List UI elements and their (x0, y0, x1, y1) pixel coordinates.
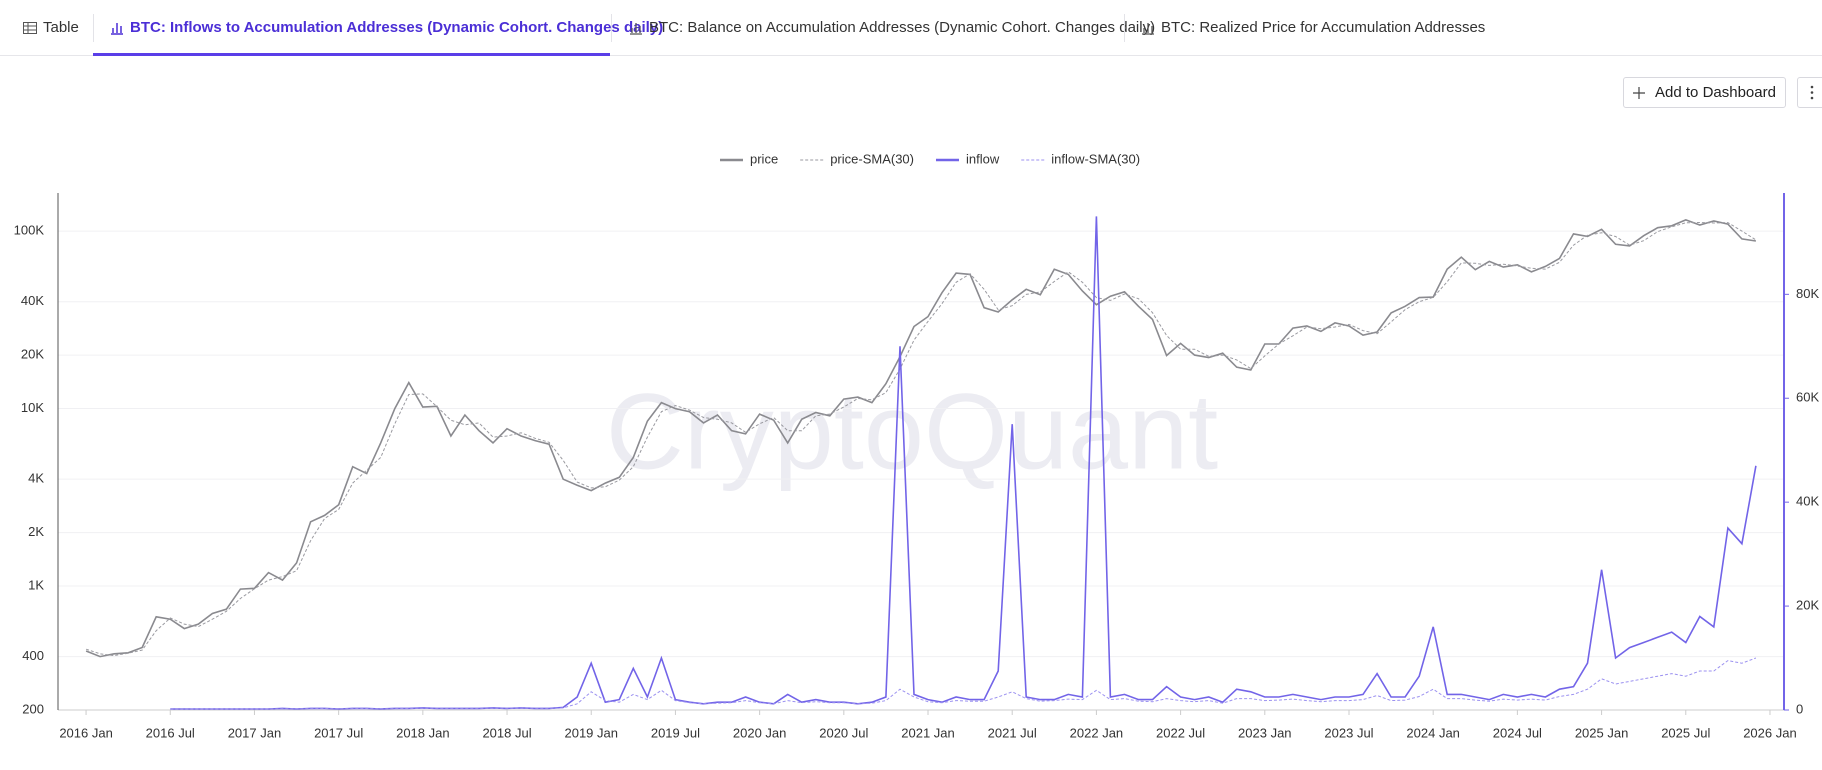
chart-icon (111, 22, 123, 35)
table-icon (23, 21, 37, 34)
y-tick-label: 20K (21, 347, 44, 362)
button-label: Add to Dashboard (1655, 84, 1776, 101)
x-tick-label: 2020 Jul (819, 725, 868, 740)
legend-label: price-SMA(30) (830, 151, 914, 166)
legend-label: price (750, 151, 778, 166)
more-menu[interactable] (1797, 77, 1822, 108)
x-tick-label: 2025 Jan (1575, 725, 1629, 740)
x-tick-label: 2021 Jul (988, 725, 1037, 740)
kebab-icon (1810, 85, 1814, 100)
x-tick-label: 2019 Jul (651, 725, 700, 740)
y-tick-label: 40K (21, 293, 44, 308)
legend-label: inflow (966, 151, 1000, 166)
y-tick-label: 200 (22, 701, 44, 716)
y2-tick-label: 20K (1796, 598, 1819, 613)
chart-icon (1142, 22, 1154, 35)
x-tick-label: 2018 Jul (482, 725, 531, 740)
tab-bar: Table BTC: Inflows to Accumulation Addre… (0, 0, 1822, 56)
series-line (85, 221, 1757, 657)
x-tick-label: 2017 Jan (228, 725, 282, 740)
active-indicator (93, 53, 610, 56)
y2-tick-label: 0 (1796, 701, 1803, 716)
x-tick-label: 2022 Jul (1156, 725, 1205, 740)
tab[interactable]: Table (23, 0, 79, 55)
y-tick-label: 4K (28, 471, 44, 486)
tab[interactable]: BTC: Realized Price for Accumulation Add… (1141, 0, 1485, 55)
tab[interactable]: BTC: Balance on Accumulation Addresses (… (629, 0, 1155, 55)
x-tick-label: 2026 Jan (1743, 725, 1797, 740)
y-tick-label: 100K (14, 223, 45, 238)
x-tick-label: 2016 Jan (59, 725, 113, 740)
x-tick-label: 2024 Jul (1493, 725, 1542, 740)
separator (1124, 14, 1125, 42)
x-tick-label: 2017 Jul (314, 725, 363, 740)
y2-tick-label: 80K (1796, 286, 1819, 301)
x-tick-label: 2021 Jan (901, 725, 955, 740)
x-tick-label: 2024 Jan (1406, 725, 1460, 740)
add-to-dashboard-button[interactable]: Add to Dashboard (1623, 77, 1786, 108)
tab-label: BTC: Balance on Accumulation Addresses (… (649, 19, 1156, 36)
x-tick-label: 2023 Jan (1238, 725, 1292, 740)
separator (611, 14, 612, 42)
tab-label: BTC: Realized Price for Accumulation Add… (1161, 19, 1486, 36)
tab-label: BTC: Inflows to Accumulation Addresses (… (130, 19, 664, 36)
x-tick-label: 2020 Jan (733, 725, 787, 740)
x-tick-label: 2019 Jan (564, 725, 618, 740)
y2-tick-label: 40K (1796, 494, 1819, 509)
tab-label: Table (43, 19, 79, 36)
y-tick-label: 400 (22, 648, 44, 663)
x-tick-label: 2025 Jul (1661, 725, 1710, 740)
y-tick-label: 1K (28, 577, 44, 592)
watermark: CryptoQuant (606, 371, 1218, 492)
tab[interactable]: BTC: Inflows to Accumulation Addresses (… (110, 0, 663, 55)
plus-icon (1633, 86, 1646, 99)
y-tick-label: 10K (21, 400, 44, 415)
y2-tick-label: 60K (1796, 390, 1819, 405)
legend-label: inflow-SMA(30) (1051, 151, 1140, 166)
series-line (170, 216, 1757, 710)
chart-icon (630, 22, 642, 35)
separator (93, 14, 94, 42)
x-tick-label: 2018 Jan (396, 725, 450, 740)
x-tick-label: 2023 Jul (1324, 725, 1373, 740)
x-tick-label: 2022 Jan (1070, 725, 1124, 740)
x-tick-label: 2016 Jul (146, 725, 195, 740)
y-tick-label: 2K (28, 524, 44, 539)
series-line (170, 657, 1757, 710)
